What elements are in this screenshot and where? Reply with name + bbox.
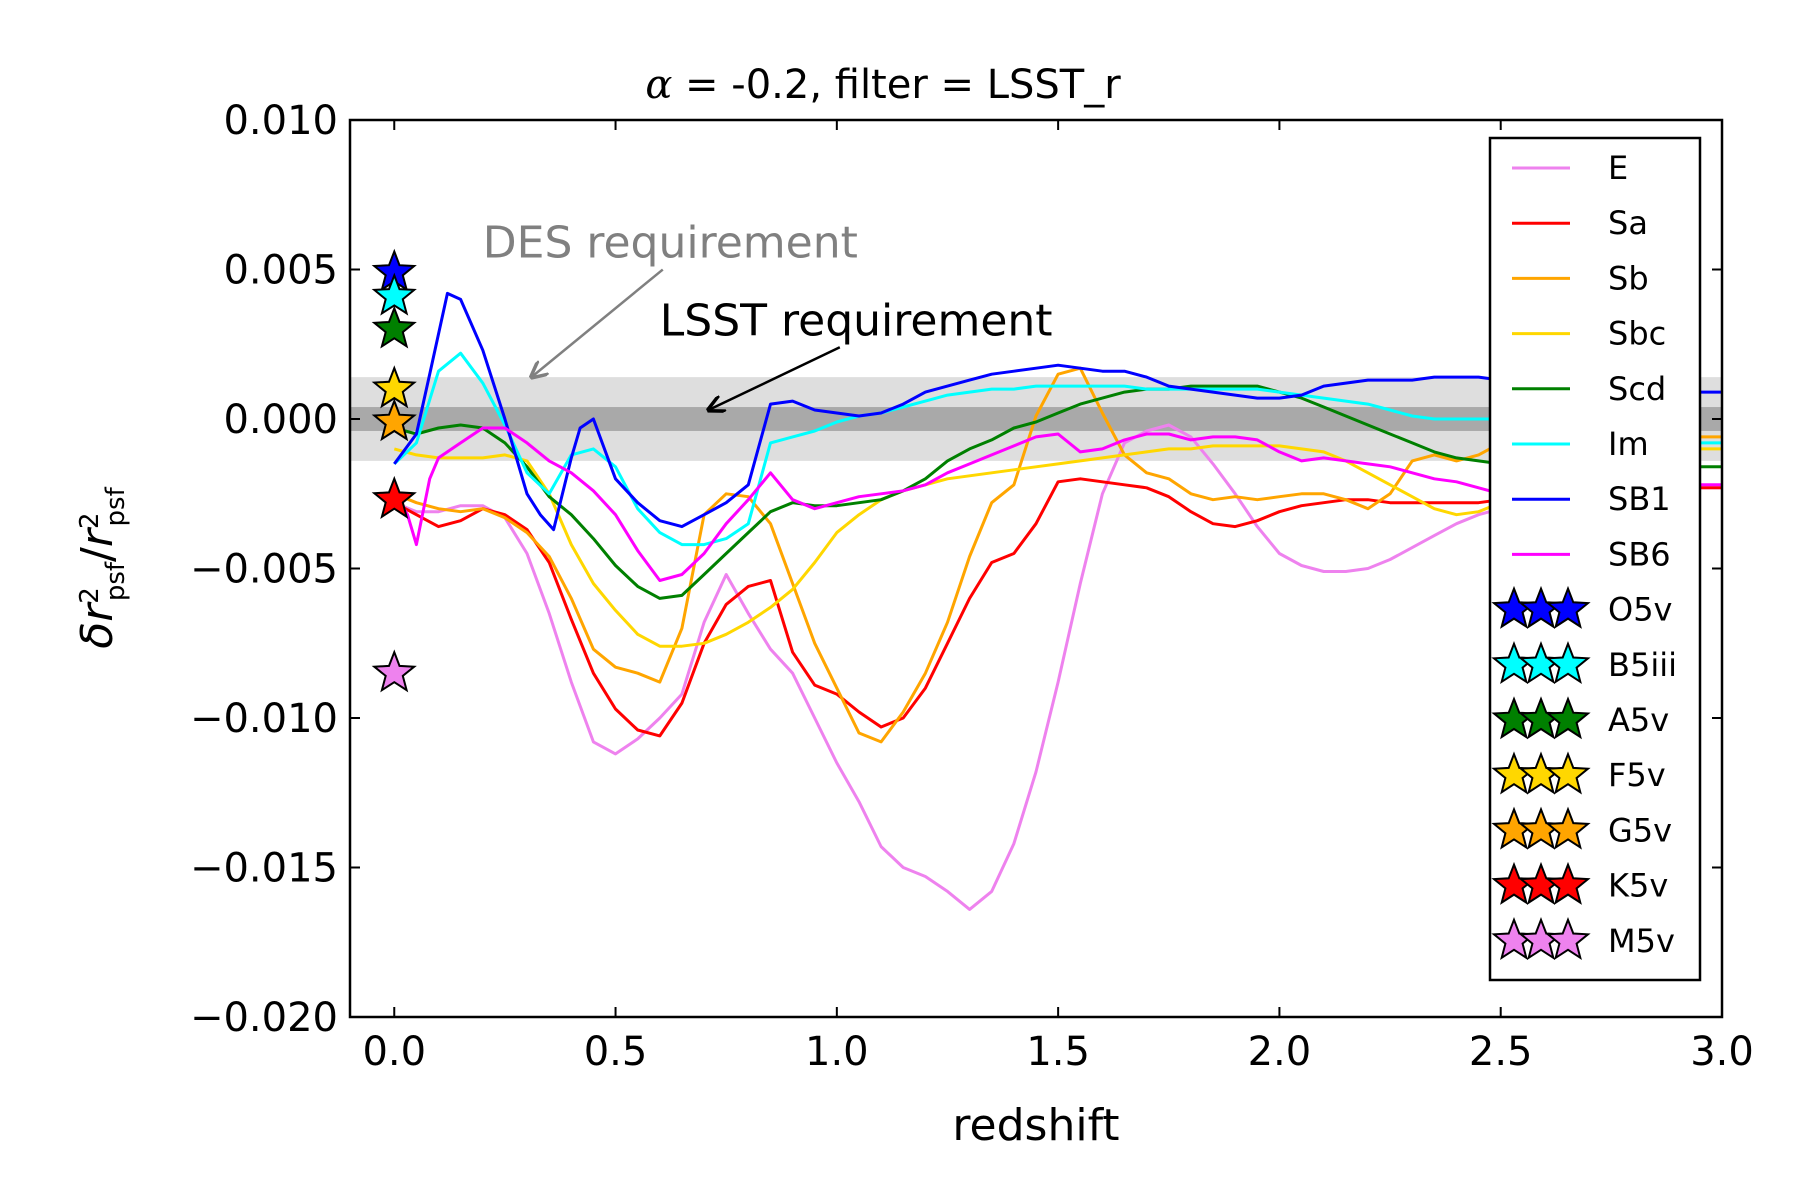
- x-tick-label: 0.0: [362, 1029, 426, 1075]
- y-axis-label-sup1: 2: [75, 587, 105, 604]
- legend-star-b5iii: [1545, 641, 1591, 685]
- star-f5v: [371, 365, 417, 409]
- legend-label-sb: Sb: [1608, 259, 1649, 297]
- legend-label-o5v: O5v: [1608, 591, 1672, 629]
- annotations: DES requirement LSST requirement: [483, 218, 1053, 410]
- annotation-arrow-lsst-requirement: [708, 346, 841, 410]
- y-axis-label-r1: r: [72, 601, 123, 622]
- y-axis-label-r2: r: [72, 526, 123, 547]
- legend-label-m5v: M5v: [1608, 922, 1675, 960]
- y-tick-label: −0.020: [190, 995, 338, 1041]
- star-b5iii: [371, 272, 417, 316]
- legend-label-sbc: Sbc: [1608, 315, 1666, 353]
- legend-label-k5v: K5v: [1608, 867, 1668, 905]
- y-axis-label-sub2: psf: [101, 486, 131, 526]
- legend-label-e: E: [1608, 149, 1628, 187]
- chart-title-text: = -0.2, filter = LSST_r: [672, 62, 1121, 108]
- y-axis-label-sub1: psf: [101, 561, 131, 601]
- legend-label-g5v: G5v: [1608, 811, 1672, 849]
- annotation-arrow-des-requirement: [531, 268, 664, 378]
- legend-star-f5v: [1545, 751, 1591, 795]
- legend-label-scd: Scd: [1608, 370, 1666, 408]
- star-k5v: [371, 475, 417, 519]
- legend-star-o5v: [1545, 585, 1591, 629]
- y-axis-label-slash: /: [72, 547, 123, 562]
- legend-star-m5v: [1545, 917, 1591, 961]
- x-tick-label: 0.5: [584, 1029, 648, 1075]
- legend-label-a5v: A5v: [1608, 701, 1669, 739]
- legend-label-f5v: F5v: [1608, 756, 1666, 794]
- legend: E Sa Sb Sbc Scd Im SB1 SB6 O5v B5iii A5v F5v G5v K5v M…: [1488, 136, 1702, 982]
- chart-title-symbol: α: [645, 62, 672, 108]
- legend-label-im: Im: [1608, 425, 1649, 463]
- legend-star-a5v: [1545, 696, 1591, 740]
- x-axis-label: redshift: [952, 1100, 1119, 1151]
- x-tick-label: 1.5: [1026, 1029, 1090, 1075]
- y-tick-label: 0.010: [223, 98, 338, 144]
- x-tick-label: 3.0: [1690, 1029, 1754, 1075]
- legend-label-sb6: SB6: [1608, 535, 1671, 573]
- star-markers: [371, 248, 417, 693]
- star-m5v: [371, 649, 417, 693]
- star-a5v: [371, 305, 417, 349]
- legend-star-g5v: [1545, 806, 1591, 850]
- annotation-lsst-requirement: LSST requirement: [660, 295, 1053, 346]
- y-tick-label: −0.005: [190, 547, 338, 593]
- x-tick-label: 2.0: [1248, 1029, 1312, 1075]
- y-tick-label: −0.015: [190, 846, 338, 892]
- axis-ticks: 0.0 0.5 1.0 1.5 2.0 2.5 3.0 0.010 0.005 0.000 −0.0…: [190, 98, 1754, 1075]
- y-axis-label-delta: δ: [72, 622, 123, 649]
- y-tick-label: 0.005: [223, 248, 338, 294]
- y-tick-label: 0.000: [223, 397, 338, 443]
- x-tick-label: 1.0: [805, 1029, 869, 1075]
- annotation-des-requirement: DES requirement: [483, 218, 858, 269]
- legend-star-k5v: [1545, 861, 1591, 905]
- legend-label-sa: Sa: [1608, 204, 1648, 242]
- chart-title: α = -0.2, filter = LSST_r: [645, 62, 1121, 108]
- x-tick-label: 2.5: [1469, 1029, 1533, 1075]
- y-axis-label-sup2: 2: [75, 512, 105, 529]
- legend-label-sb1: SB1: [1608, 480, 1671, 518]
- y-axis-label: δr2psf/r2psf: [72, 486, 131, 648]
- star-g5v: [371, 398, 417, 442]
- legend-label-b5iii: B5iii: [1608, 646, 1677, 684]
- y-tick-label: −0.010: [190, 696, 338, 742]
